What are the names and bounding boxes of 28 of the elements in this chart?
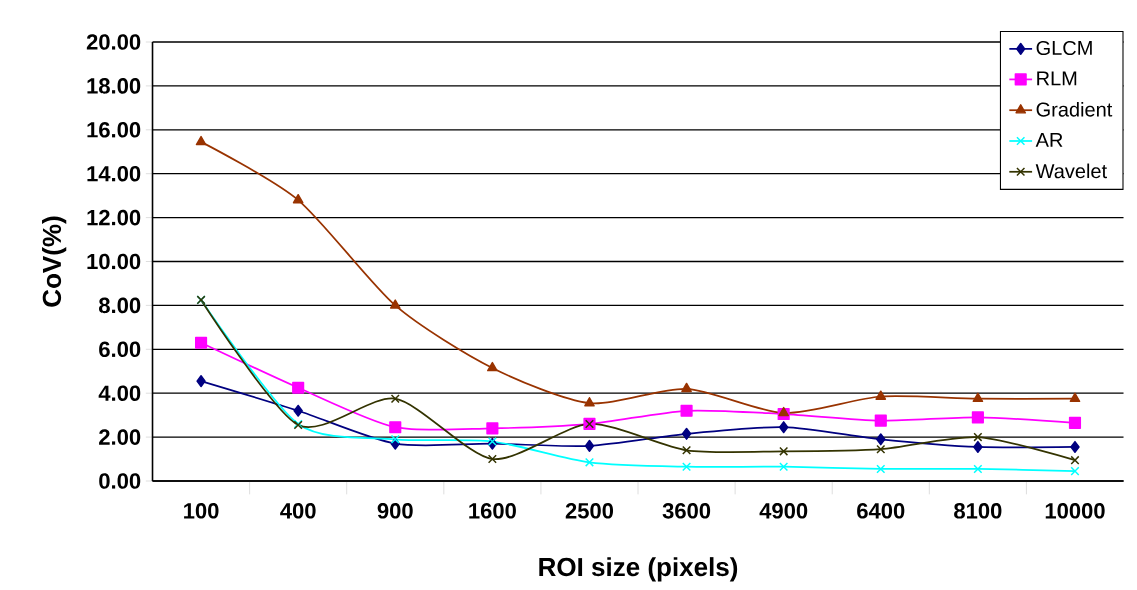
x-tick-label: 1600: [469, 503, 516, 519]
x-tick-label: 4900: [759, 503, 808, 519]
x-axis-title: ROI size (pixels): [539, 557, 738, 582]
y-axis-title: CoV(%): [42, 216, 67, 307]
x-tick-label: 2500: [565, 503, 614, 519]
y-tick-label: 12.00: [87, 209, 141, 226]
x-tick-label: 900: [377, 503, 413, 519]
x-tick-label: 400: [280, 503, 316, 519]
y-tick-label: 18.00: [87, 78, 141, 94]
y-tick-label: 20.00: [86, 34, 141, 50]
y-tick-label: 8.00: [99, 297, 141, 314]
y-tick-label: 6.00: [99, 341, 141, 358]
y-tick-label: 14.00: [87, 165, 141, 182]
legend-label: AR: [1035, 133, 1063, 147]
y-tick-label: 16.00: [87, 122, 141, 138]
y-tick-label: 10.00: [87, 253, 141, 270]
legend-label: Gradient: [1036, 101, 1113, 117]
y-tick-label: 0.00: [99, 473, 141, 489]
y-tick-label: 2.00: [99, 429, 141, 445]
legend-label: RLM: [1037, 71, 1077, 86]
x-tick-label: 6400: [857, 503, 905, 519]
y-tick-label: 4.00: [98, 385, 141, 401]
x-tick-label: 10000: [1045, 503, 1105, 519]
x-tick-label: 100: [184, 503, 219, 519]
legend-label: GLCM: [1036, 40, 1092, 56]
x-tick-label: 3600: [662, 503, 711, 519]
x-tick-label: 8100: [954, 503, 1002, 519]
legend-label: Wavelet: [1035, 163, 1107, 179]
